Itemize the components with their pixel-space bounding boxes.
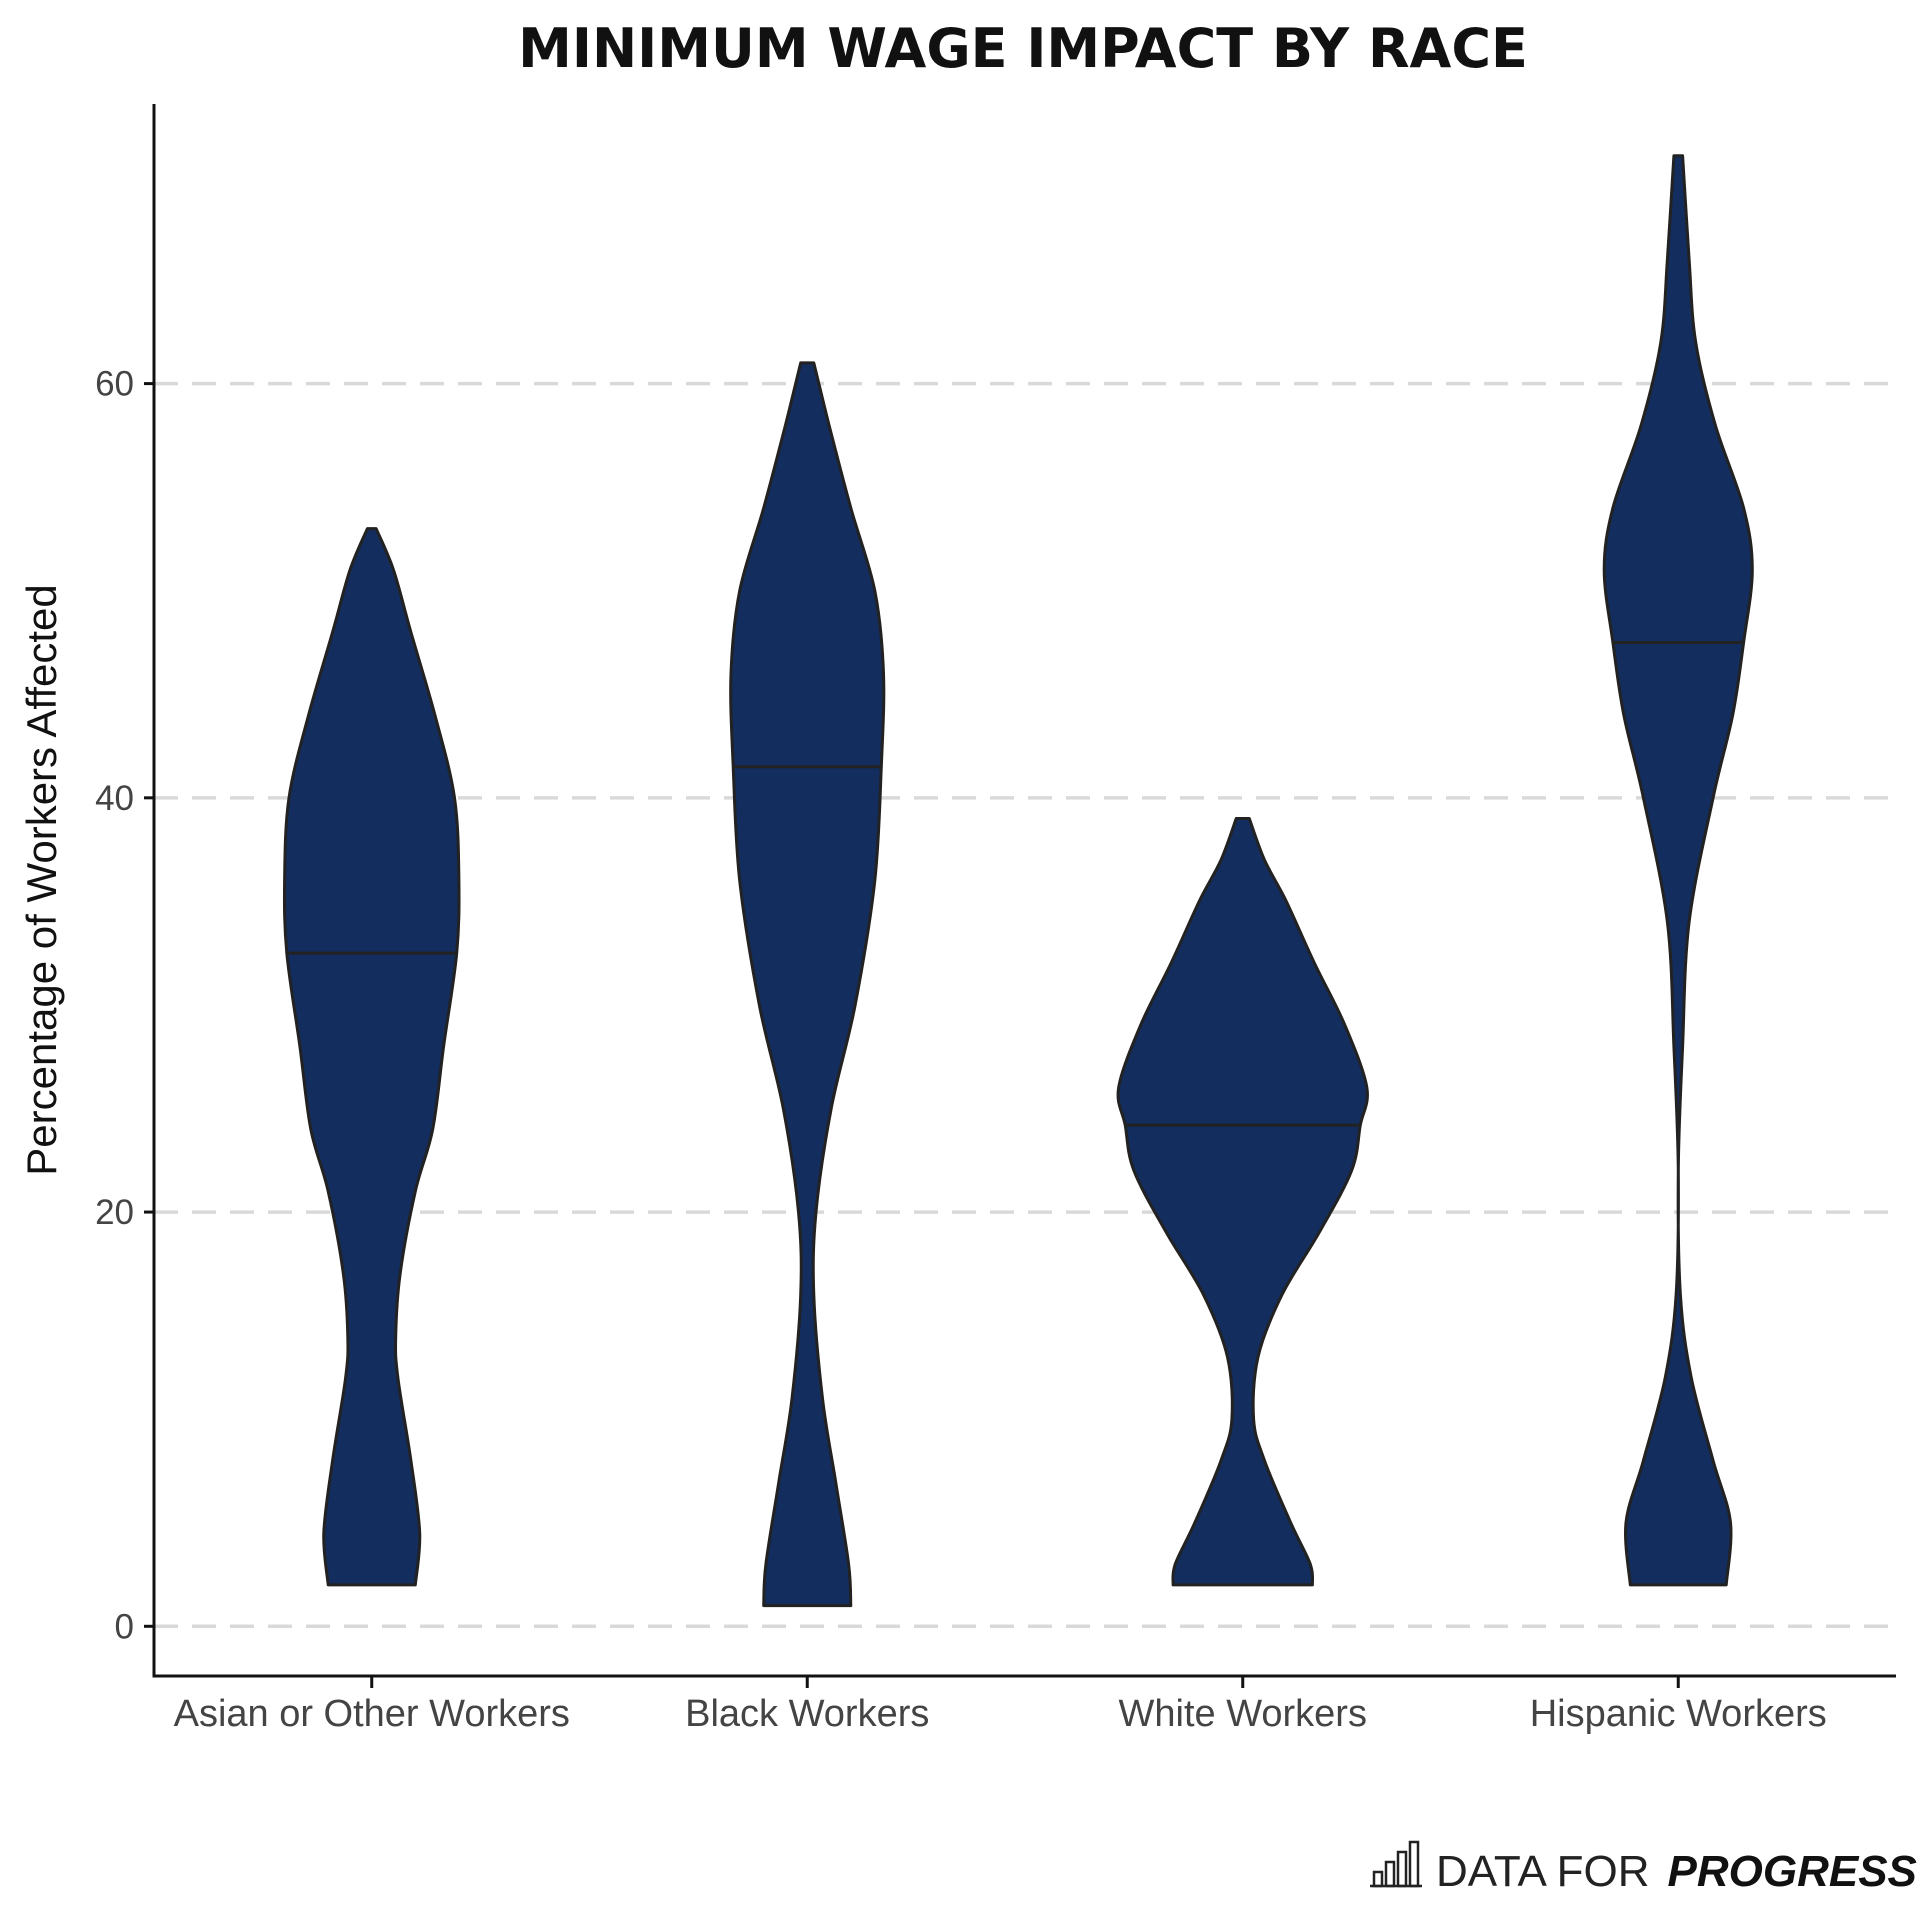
x-tick-label: Asian or Other Workers <box>174 1693 570 1735</box>
y-ticks: 0 20 40 60 <box>95 365 154 1646</box>
gridlines <box>154 381 1896 1629</box>
x-tick-label: Black Workers <box>685 1693 929 1735</box>
violin-shape <box>282 527 461 1587</box>
y-tick-label: 20 <box>95 1193 134 1232</box>
chart-title: MINIMUM WAGE IMPACT BY RACE <box>518 17 1528 80</box>
violins <box>282 154 1754 1608</box>
x-tick-label: Hispanic Workers <box>1530 1693 1827 1735</box>
y-axis-label: Percentage of Workers Affected <box>18 584 65 1175</box>
brand-prefix: DATA FOR <box>1436 1847 1650 1896</box>
brand-text: DATA FOR PROGRESS <box>1436 1847 1917 1896</box>
violin-shape <box>729 361 886 1608</box>
brand-emphasis: PROGRESS <box>1668 1847 1917 1896</box>
violin-shape <box>1602 154 1754 1587</box>
y-tick-label: 40 <box>95 779 134 818</box>
y-tick-label: 0 <box>115 1607 134 1646</box>
x-ticks: Asian or Other Workers Black Workers White… <box>174 1676 1827 1735</box>
brand-logo: DATA FOR PROGRESS <box>1370 1840 1917 1896</box>
axes <box>152 104 1896 1678</box>
violin-shape <box>1116 817 1369 1587</box>
y-tick-label: 60 <box>95 365 134 404</box>
bar-chart-icon <box>1370 1840 1422 1888</box>
x-tick-label: White Workers <box>1119 1693 1367 1735</box>
